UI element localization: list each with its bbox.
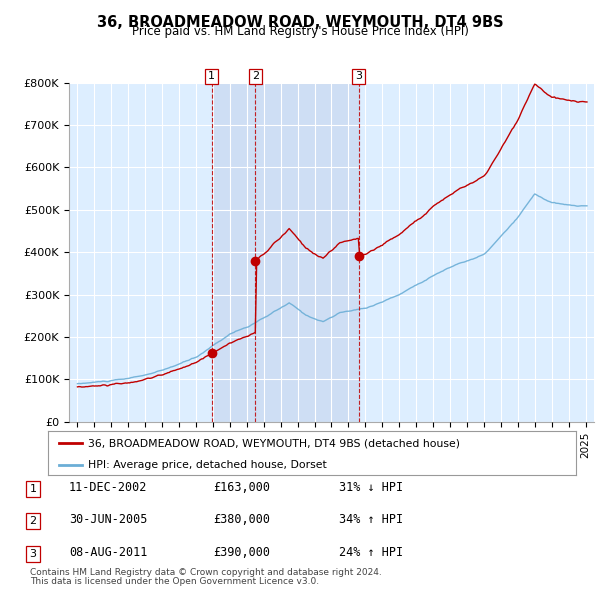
Text: 11-DEC-2002: 11-DEC-2002 xyxy=(69,481,148,494)
Text: This data is licensed under the Open Government Licence v3.0.: This data is licensed under the Open Gov… xyxy=(30,578,319,586)
Text: 2: 2 xyxy=(252,71,259,81)
Text: 36, BROADMEADOW ROAD, WEYMOUTH, DT4 9BS: 36, BROADMEADOW ROAD, WEYMOUTH, DT4 9BS xyxy=(97,15,503,30)
Text: £390,000: £390,000 xyxy=(213,546,270,559)
Text: 31% ↓ HPI: 31% ↓ HPI xyxy=(339,481,403,494)
Text: £163,000: £163,000 xyxy=(213,481,270,494)
Text: HPI: Average price, detached house, Dorset: HPI: Average price, detached house, Dors… xyxy=(88,460,326,470)
Text: 36, BROADMEADOW ROAD, WEYMOUTH, DT4 9BS (detached house): 36, BROADMEADOW ROAD, WEYMOUTH, DT4 9BS … xyxy=(88,438,460,448)
Text: 1: 1 xyxy=(29,484,37,494)
Text: £380,000: £380,000 xyxy=(213,513,270,526)
Bar xyxy=(212,83,255,422)
Text: 2: 2 xyxy=(29,516,37,526)
Text: 24% ↑ HPI: 24% ↑ HPI xyxy=(339,546,403,559)
Bar xyxy=(255,83,359,422)
Text: 30-JUN-2005: 30-JUN-2005 xyxy=(69,513,148,526)
Text: 1: 1 xyxy=(208,71,215,81)
Text: Price paid vs. HM Land Registry's House Price Index (HPI): Price paid vs. HM Land Registry's House … xyxy=(131,25,469,38)
Text: 08-AUG-2011: 08-AUG-2011 xyxy=(69,546,148,559)
Text: 34% ↑ HPI: 34% ↑ HPI xyxy=(339,513,403,526)
Text: 3: 3 xyxy=(355,71,362,81)
Text: 3: 3 xyxy=(29,549,37,559)
Text: Contains HM Land Registry data © Crown copyright and database right 2024.: Contains HM Land Registry data © Crown c… xyxy=(30,568,382,577)
